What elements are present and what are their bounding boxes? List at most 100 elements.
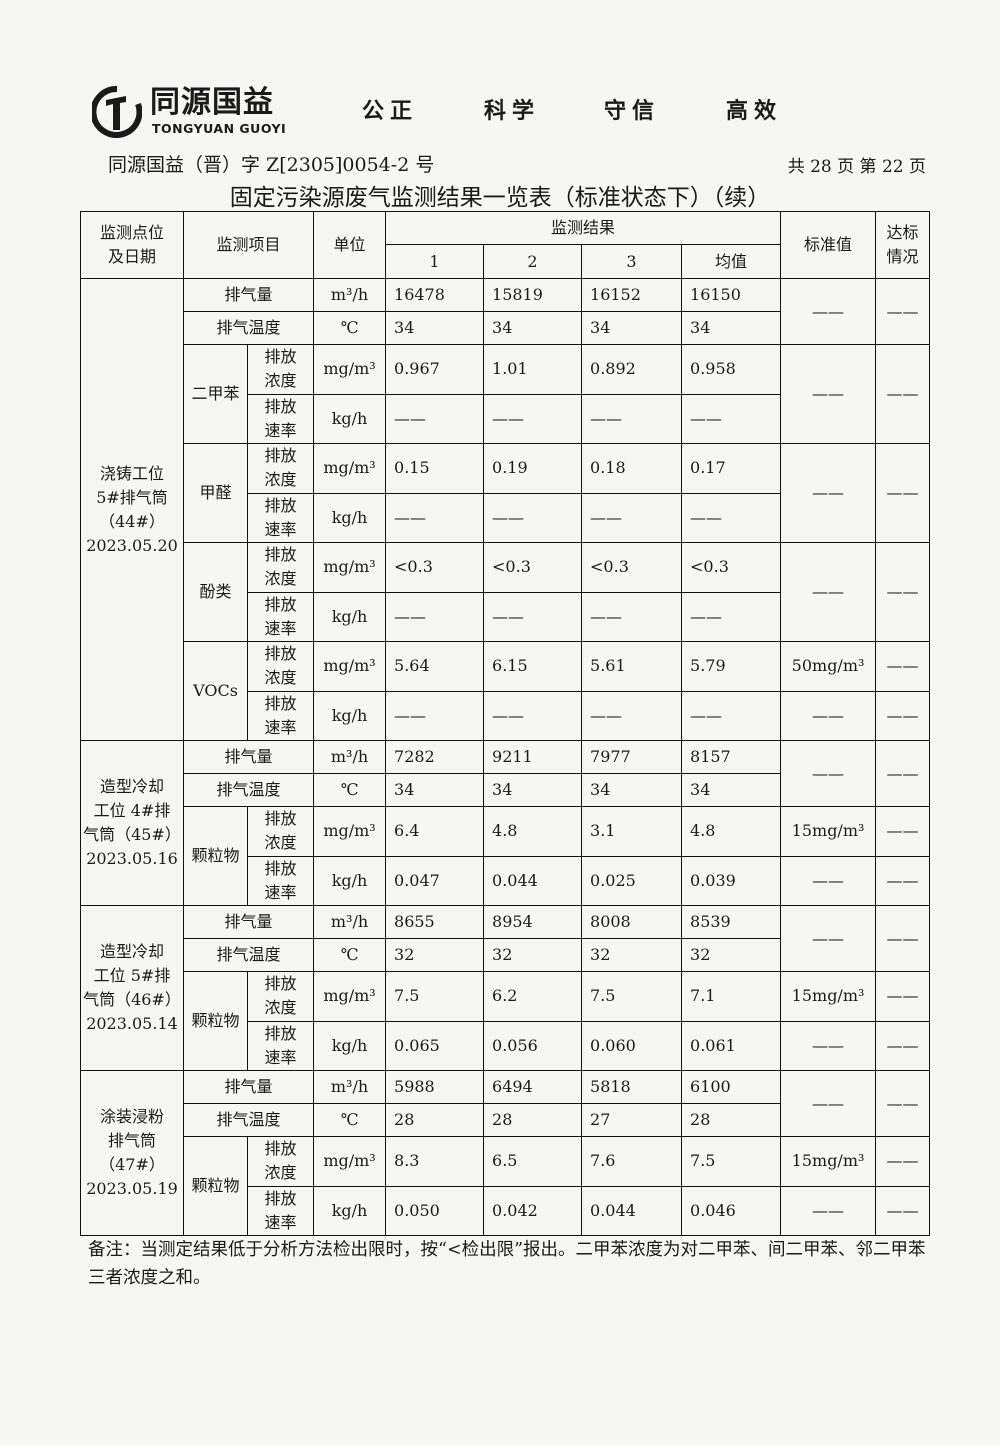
location-cell: 浇铸工位 5#排气筒 （44#） 2023.05.20 bbox=[80, 278, 184, 741]
standard-value-cell: —— bbox=[780, 905, 877, 972]
location-line: 气筒（45#） bbox=[83, 825, 181, 844]
item-cell: 排气温度 bbox=[182, 773, 315, 807]
location-line: （47#） bbox=[99, 1155, 165, 1174]
location-cell: 涂装浸粉 排气筒 （47#） 2023.05.19 bbox=[80, 1070, 184, 1236]
value-cell: 0.056 bbox=[483, 1020, 583, 1071]
value-cell: 6494 bbox=[483, 1070, 583, 1104]
item-cell: 颗粒物 bbox=[183, 971, 248, 1071]
value-cell: <0.3 bbox=[385, 542, 485, 593]
value-cell: 0.047 bbox=[385, 855, 485, 906]
sub-item-label: 排放速率 bbox=[264, 693, 297, 737]
standard-value-cell: —— bbox=[780, 1070, 877, 1137]
unit-cell: mg/m³ bbox=[313, 443, 387, 494]
location-cell: 造型冷却 工位 5#排 气筒（46#） 2023.05.14 bbox=[80, 905, 184, 1071]
sub-item-label: 排放速率 bbox=[264, 858, 297, 902]
mean-value-cell: 0.039 bbox=[681, 855, 782, 906]
compliance-cell: —— bbox=[875, 1136, 931, 1187]
value-cell: 32 bbox=[581, 938, 683, 972]
unit-cell: ℃ bbox=[313, 938, 387, 972]
value-cell: 5988 bbox=[385, 1070, 485, 1104]
brand-name-en: TONGYUAN GUOYI bbox=[152, 121, 287, 136]
value-cell: 6.15 bbox=[483, 641, 583, 692]
header-standard: 标准值 bbox=[780, 211, 877, 279]
value-cell: 0.060 bbox=[581, 1020, 683, 1071]
sub-item-cell: 排放速率 bbox=[246, 855, 315, 906]
mean-value-cell: 34 bbox=[681, 773, 782, 807]
mean-value-cell: —— bbox=[681, 690, 782, 741]
value-cell: <0.3 bbox=[483, 542, 583, 593]
sub-item-cell: 排放速率 bbox=[246, 1185, 315, 1236]
header-col-3: 3 bbox=[581, 244, 683, 279]
compliance-cell: —— bbox=[875, 344, 931, 444]
header-compliance: 达标情况 bbox=[875, 211, 931, 279]
unit-cell: ℃ bbox=[313, 311, 387, 345]
value-cell: 32 bbox=[385, 938, 485, 972]
value-cell: 7.5 bbox=[581, 971, 683, 1022]
unit-cell: kg/h bbox=[313, 591, 387, 642]
sub-item-label: 排放浓度 bbox=[264, 644, 297, 688]
motto-word: 守信 bbox=[604, 99, 661, 124]
unit-cell: mg/m³ bbox=[313, 641, 387, 692]
compliance-cell: —— bbox=[875, 905, 931, 972]
value-cell: 6.5 bbox=[483, 1136, 583, 1187]
table-row: 涂装浸粉 排气筒 （47#） 2023.05.19 排气量 m³/h 5988 6494 581… bbox=[80, 1070, 931, 1236]
table-row: 排气温度 ℃ 28 28 27 28 bbox=[81, 1103, 930, 1137]
item-cell: 颗粒物 bbox=[183, 806, 248, 906]
value-cell: 3.1 bbox=[581, 806, 683, 857]
location-line: 排气筒 bbox=[107, 1131, 156, 1150]
compliance-cell: —— bbox=[875, 1185, 931, 1236]
unit-cell: mg/m³ bbox=[313, 344, 387, 395]
value-cell: 7282 bbox=[385, 740, 485, 774]
value-cell: —— bbox=[581, 591, 683, 642]
item-cell: 颗粒物 bbox=[183, 1136, 248, 1236]
unit-cell: ℃ bbox=[313, 1103, 387, 1137]
mean-value-cell: 28 bbox=[681, 1103, 782, 1137]
sub-item-cell: 排放速率 bbox=[246, 591, 315, 642]
table-row: 造型冷却 工位 4#排 气筒（45#） 2023.05.16 排气量 m³/h 7282 92… bbox=[80, 740, 931, 906]
sub-item-cell: 排放浓度 bbox=[246, 542, 315, 593]
unit-cell: m³/h bbox=[313, 1070, 387, 1104]
location-line: 浇铸工位 bbox=[99, 463, 164, 483]
sub-item-cell: 排放速率 bbox=[246, 1020, 315, 1071]
location-line: 造型冷却 bbox=[99, 777, 164, 796]
value-cell: 28 bbox=[483, 1103, 583, 1137]
item-cell: 二甲苯 bbox=[183, 344, 248, 444]
value-cell: 27 bbox=[581, 1103, 683, 1137]
standard-value-cell: —— bbox=[780, 542, 877, 642]
table-row: 排气温度 ℃ 34 34 34 34 bbox=[81, 311, 930, 345]
location-line: 2023.05.20 bbox=[86, 535, 178, 555]
location-line: 5#排气筒 bbox=[96, 487, 168, 507]
header-results: 监测结果 bbox=[385, 211, 782, 245]
location-line: 2023.05.19 bbox=[86, 1179, 178, 1198]
compliance-cell: —— bbox=[875, 1020, 931, 1071]
footnote: 备注：当测定结果低于分析方法检出限时，按“<检出限”报出。二甲苯浓度为对二甲苯、… bbox=[88, 1240, 926, 1288]
standard-value-cell: 15mg/m³ bbox=[780, 1136, 877, 1187]
value-cell: 1.01 bbox=[483, 344, 583, 395]
mean-value-cell: 5.79 bbox=[681, 641, 782, 692]
location-line: 2023.05.14 bbox=[86, 1014, 178, 1033]
compliance-cell: —— bbox=[875, 1070, 931, 1137]
unit-cell: mg/m³ bbox=[313, 971, 387, 1022]
compliance-cell: —— bbox=[875, 542, 931, 642]
sub-item-cell: 排放速率 bbox=[246, 690, 315, 741]
value-cell: 34 bbox=[385, 773, 485, 807]
compliance-cell: —— bbox=[875, 690, 931, 741]
sub-item-cell: 排放浓度 bbox=[246, 641, 315, 692]
page-indicator: 共 28 页 第 22 页 bbox=[787, 157, 926, 177]
sub-item-label: 排放速率 bbox=[264, 1188, 297, 1232]
table-row: 甲醛 排放浓度 mg/m³ 0.15 0.19 0.18 0.17 —— —— bbox=[81, 443, 931, 543]
mean-value-cell: <0.3 bbox=[681, 542, 782, 593]
mean-value-cell: 4.8 bbox=[681, 806, 782, 857]
table-row: 酚类 排放浓度 mg/m³ <0.3 <0.3 <0.3 <0.3 —— —— bbox=[81, 542, 931, 642]
table-row: 排放速率 kg/h 0.050 0.042 0.044 0.046 —— —— bbox=[81, 1185, 931, 1236]
unit-cell: mg/m³ bbox=[313, 542, 387, 593]
compliance-cell: —— bbox=[875, 740, 931, 807]
value-cell: 0.892 bbox=[581, 344, 683, 395]
page-title: 固定污染源废气监测结果一览表（标准状态下）（续） bbox=[229, 185, 771, 211]
standard-value-cell: 50mg/m³ bbox=[780, 641, 877, 692]
item-cell: 排气量 bbox=[182, 740, 315, 774]
location-line: 造型冷却 bbox=[99, 942, 164, 961]
mean-value-cell: —— bbox=[681, 492, 782, 543]
value-cell: 0.050 bbox=[385, 1185, 485, 1236]
compliance-cell: —— bbox=[875, 278, 931, 345]
